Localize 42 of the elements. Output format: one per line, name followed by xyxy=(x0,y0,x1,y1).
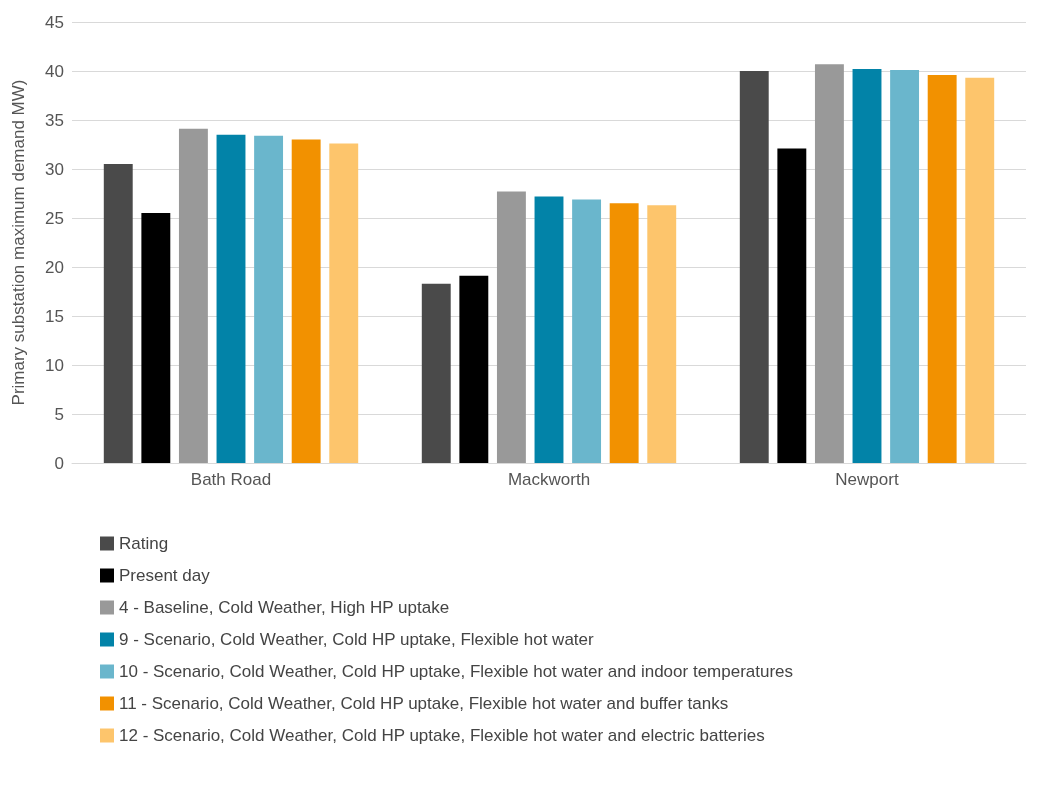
bar xyxy=(814,64,844,463)
x-tick-label: Bath Road xyxy=(190,470,272,489)
legend-label: 11 - Scenario, Cold Weather, Cold HP uptake, Flexible hot water and buffer tanks xyxy=(119,694,729,713)
bar xyxy=(647,205,677,463)
y-tick-label: 40 xyxy=(45,61,64,81)
x-tick-label: Mackworth xyxy=(507,470,591,489)
y-tick-label: 15 xyxy=(45,306,64,326)
y-tick-label: 0 xyxy=(54,453,64,473)
bar xyxy=(141,213,171,463)
legend-label: 12 - Scenario, Cold Weather, Cold HP uptake, Flexible hot water and electric batteries xyxy=(119,726,765,745)
bar xyxy=(572,199,602,463)
x-tick-label: Newport xyxy=(835,470,899,489)
legend-label: Present day xyxy=(119,566,211,585)
y-tick-label: 45 xyxy=(45,12,64,32)
bar xyxy=(927,74,957,463)
bar xyxy=(329,143,359,463)
bar xyxy=(216,134,246,463)
y-tick-label: 35 xyxy=(45,110,64,130)
y-tick-label: 10 xyxy=(45,355,64,375)
bar xyxy=(254,135,284,463)
bar xyxy=(178,128,208,463)
legend-label: 4 - Baseline, Cold Weather, High HP uptake xyxy=(119,598,450,617)
bar xyxy=(890,70,920,463)
y-axis-title: Primary substation maximum demand MW) xyxy=(9,79,28,406)
bar xyxy=(534,196,564,463)
bar xyxy=(459,275,489,463)
legend-label: 10 - Scenario, Cold Weather, Cold HP uptake, Flexible hot water and indoor temperatures xyxy=(119,662,794,681)
y-tick-label: 30 xyxy=(45,159,64,179)
bar xyxy=(609,203,639,463)
bar xyxy=(496,191,526,463)
bar xyxy=(777,148,807,463)
legend-label: 9 - Scenario, Cold Weather, Cold HP uptake, Flexible hot water xyxy=(119,630,595,649)
bar xyxy=(965,77,995,463)
legend-label: Rating xyxy=(119,534,169,553)
y-tick-label: 25 xyxy=(45,208,64,228)
bar xyxy=(852,69,882,463)
bar xyxy=(103,164,133,463)
y-tick-label: 20 xyxy=(45,257,64,277)
bar xyxy=(291,139,321,463)
bar xyxy=(421,283,451,463)
y-tick-label: 5 xyxy=(54,404,64,424)
bar xyxy=(739,71,769,463)
